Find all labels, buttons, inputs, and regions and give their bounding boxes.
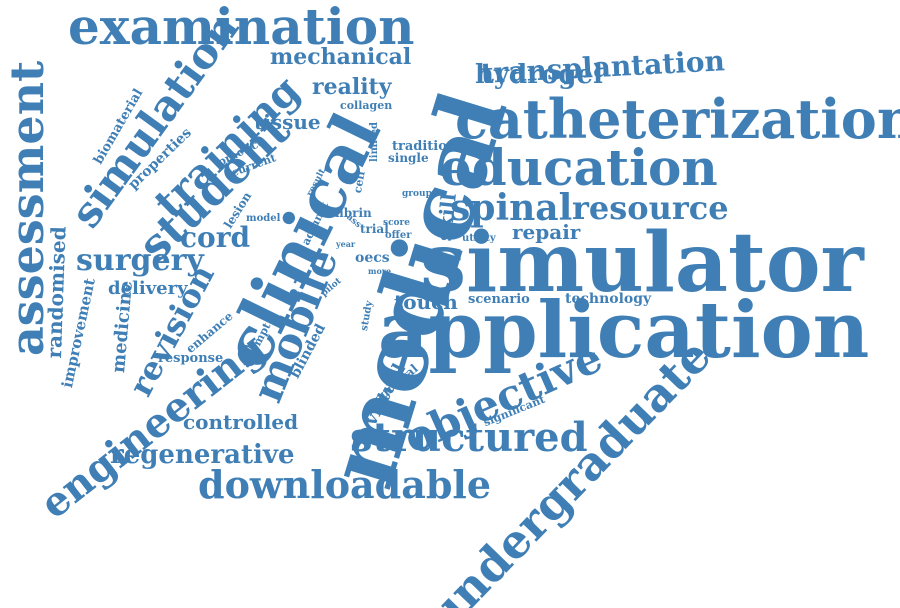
word-oecs: oecs <box>355 250 390 266</box>
word-repair: repair <box>512 220 581 244</box>
word-controlled: controlled <box>183 410 299 434</box>
word-examination: examination <box>68 0 415 56</box>
word-touch: touch <box>394 290 458 314</box>
word-model: model <box>246 213 281 224</box>
word-resource: resource <box>572 189 729 227</box>
word-randomised: randomised <box>42 225 71 359</box>
word-tissue: tissue <box>254 110 321 134</box>
word-collagen: collagen <box>340 99 393 112</box>
word-catheterization: catheterization <box>455 87 900 151</box>
word-delivery: delivery <box>108 278 188 299</box>
word-year: year <box>336 239 356 249</box>
word-score: score <box>383 218 411 228</box>
word-cord: cord <box>180 221 251 254</box>
word-cell: cell <box>351 170 368 195</box>
word-more: more <box>368 266 392 276</box>
word-simulator: simulator <box>420 215 864 311</box>
word-utility: utility <box>462 233 496 244</box>
word-spinal: spinal <box>450 187 573 229</box>
word-trial: trial <box>360 222 389 236</box>
word-traditional: traditional <box>392 139 470 154</box>
word-mechanical: mechanical <box>270 44 412 70</box>
word-single: single <box>388 151 429 165</box>
word-regenerative: regenerative <box>110 440 295 470</box>
word-hydrogel: hydrogel <box>475 60 603 90</box>
word-structured: structured <box>350 414 588 461</box>
word-limited: limited <box>369 122 380 162</box>
word-application: application <box>378 285 870 376</box>
word-offer: offer <box>385 230 412 241</box>
word-technology: technology <box>565 291 652 307</box>
word-downloadable: downloadable <box>198 462 492 507</box>
word-medicine: medicine <box>108 279 137 374</box>
word-surgery: surgery <box>76 243 204 278</box>
word-group: group <box>402 189 432 199</box>
word-fibrin: fibrin <box>335 206 372 220</box>
word-skill: skill <box>432 192 461 243</box>
word-reality: reality <box>312 74 392 100</box>
word-scenario: scenario <box>468 292 530 307</box>
word-education: education <box>440 138 718 197</box>
word-response: response <box>158 351 224 366</box>
